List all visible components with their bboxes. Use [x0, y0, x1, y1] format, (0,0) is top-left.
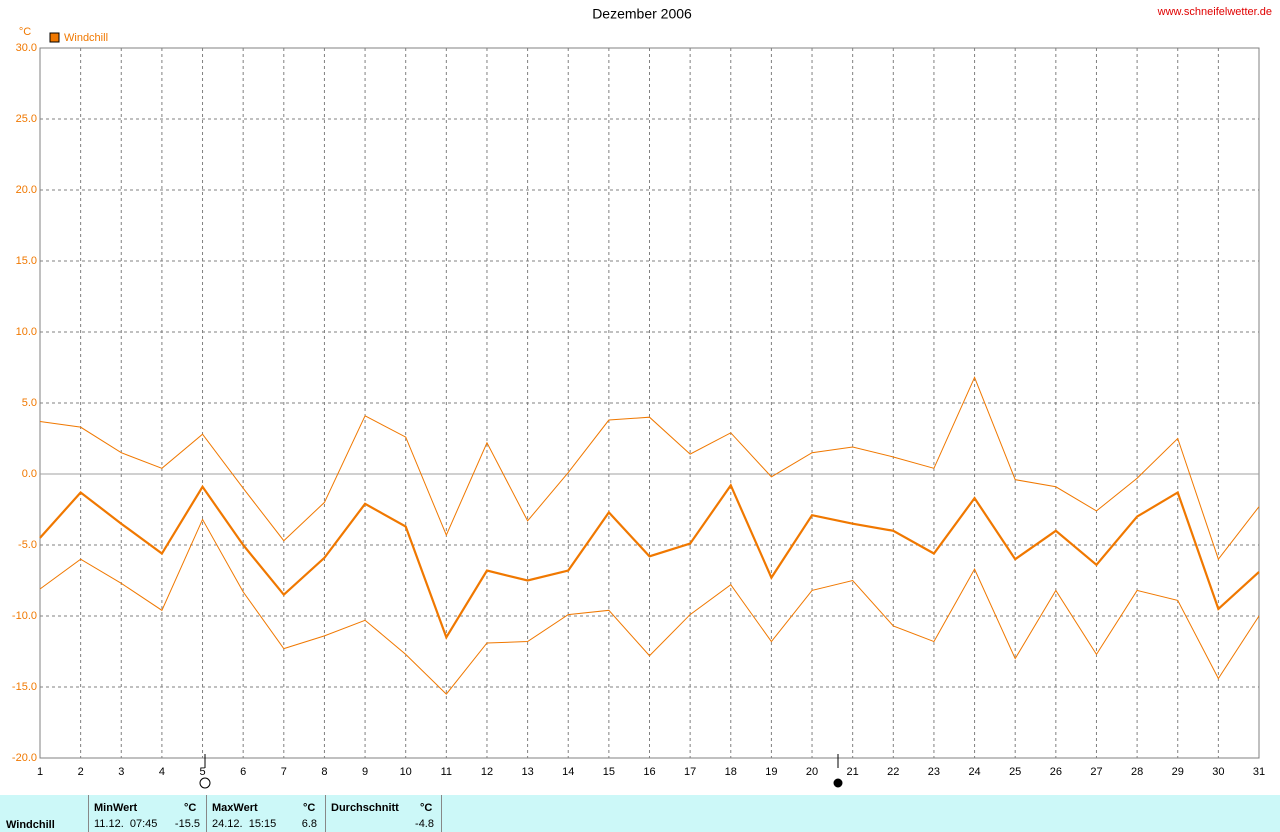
- x-tick-label: 27: [1090, 766, 1102, 778]
- x-tick-label: 26: [1050, 766, 1062, 778]
- y-tick-label: 15.0: [16, 255, 37, 267]
- x-tick-label: 28: [1131, 766, 1143, 778]
- source: www.schneifelwetter.de: [1157, 6, 1272, 18]
- x-tick-label: 29: [1172, 766, 1184, 778]
- chart-title: Dezember 2006: [592, 6, 692, 22]
- stats-panel: Windchill MinWert °C MaxWert °C Durchsch…: [0, 795, 1280, 832]
- x-tick-label: 10: [400, 766, 412, 778]
- stats-cell: 24.12. 15:15: [212, 818, 277, 830]
- x-tick-label: 18: [725, 766, 737, 778]
- x-tick-label: 5: [199, 766, 205, 778]
- stats-header: MinWert: [94, 802, 138, 814]
- x-tick-label: 6: [240, 766, 246, 778]
- stats-header: °C: [303, 802, 316, 814]
- x-tick-label: 14: [562, 766, 574, 778]
- x-tick-label: 21: [847, 766, 859, 778]
- x-tick-label: 4: [159, 766, 165, 778]
- x-tick-label: 7: [281, 766, 287, 778]
- moon-new: [833, 778, 843, 788]
- x-tick-label: 12: [481, 766, 493, 778]
- legend-label: Windchill: [64, 32, 108, 44]
- x-tick-label: 16: [643, 766, 655, 778]
- y-tick-label: 30.0: [16, 42, 37, 54]
- x-tick-label: 8: [321, 766, 327, 778]
- legend-swatch: [49, 32, 60, 43]
- y-unit: °C: [19, 26, 31, 38]
- stats-cell: 6.8: [301, 818, 317, 830]
- stats-cell: -15.5: [174, 818, 200, 830]
- x-tick-label: 23: [928, 766, 940, 778]
- y-tick-label: 20.0: [16, 184, 37, 196]
- x-tick-label: 1: [37, 766, 43, 778]
- x-tick-label: 24: [968, 766, 980, 778]
- x-tick-label: 30: [1212, 766, 1224, 778]
- stats-label: Windchill: [6, 819, 55, 831]
- stats-header: Durchschnitt: [331, 802, 399, 814]
- y-tick-label: 10.0: [16, 326, 37, 338]
- stats-header: MaxWert: [212, 802, 258, 814]
- x-tick-label: 13: [521, 766, 533, 778]
- y-tick-label: -10.0: [12, 610, 37, 622]
- y-tick-label: 0.0: [22, 468, 37, 480]
- moon-full: [199, 777, 211, 789]
- x-tick-label: 3: [118, 766, 124, 778]
- x-tick-label: 17: [684, 766, 696, 778]
- y-tick-label: 5.0: [22, 397, 37, 409]
- line-values: [39, 483, 1260, 640]
- x-tick-label: 22: [887, 766, 899, 778]
- y-tick-label: -15.0: [12, 681, 37, 693]
- stats-header: °C: [420, 802, 433, 814]
- x-tick-label: 9: [362, 766, 368, 778]
- y-tick-label: 25.0: [16, 113, 37, 125]
- x-tick-label: 20: [806, 766, 818, 778]
- x-tick-label: 19: [765, 766, 777, 778]
- stats-cell: -4.8: [415, 818, 434, 830]
- stats-header: °C: [184, 802, 197, 814]
- y-tick-label: -20.0: [12, 752, 37, 764]
- y-tick-label: -5.0: [18, 539, 37, 551]
- line-min: [39, 518, 1260, 695]
- x-tick-label: 15: [603, 766, 615, 778]
- line-max: [39, 376, 1260, 561]
- x-tick-label: 31: [1253, 766, 1265, 778]
- x-tick-label: 25: [1009, 766, 1021, 778]
- x-tick-label: 2: [78, 766, 84, 778]
- stats-cell: 11.12. 07:45: [94, 818, 158, 830]
- x-tick-label: 11: [441, 766, 452, 778]
- chart: Dezember 2006 www.schneifelwetter.de °C …: [12, 6, 1272, 789]
